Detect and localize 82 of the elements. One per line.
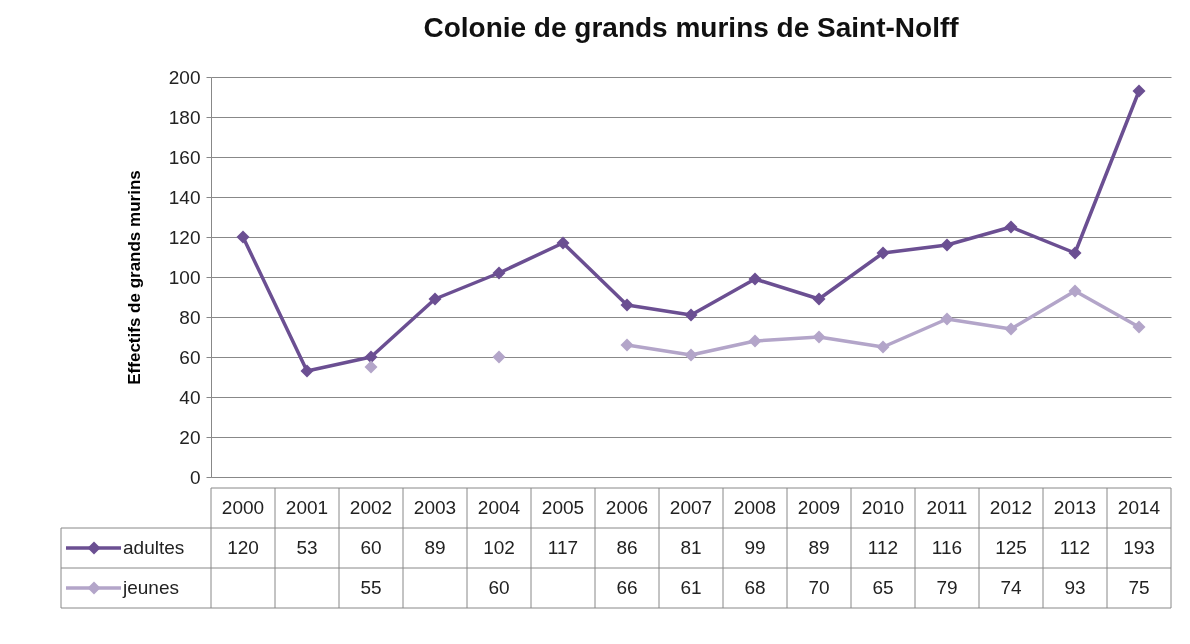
- data-label: 65: [872, 577, 894, 598]
- x-tick-label: 2013: [1053, 497, 1097, 518]
- y-tick-label: 80: [179, 306, 201, 328]
- x-tick-label: 2005: [541, 497, 585, 518]
- data-label: 68: [744, 577, 766, 598]
- point: [812, 292, 826, 306]
- data-label: 93: [1064, 577, 1086, 598]
- point: [1132, 84, 1146, 98]
- x-tick-label: 2012: [989, 497, 1033, 518]
- data-label: 99: [744, 537, 766, 558]
- point: [1132, 320, 1146, 334]
- x-tick-label: 2007: [669, 497, 713, 518]
- x-tick-label: 2010: [861, 497, 905, 518]
- y-tick-label: 120: [168, 226, 201, 248]
- point: [428, 292, 442, 306]
- point: [492, 350, 506, 364]
- x-tick-label: 2002: [349, 497, 393, 518]
- point: [940, 238, 954, 252]
- y-tick-label: 160: [168, 146, 201, 168]
- data-label: 89: [424, 537, 446, 558]
- point: [1068, 284, 1082, 298]
- point: [364, 360, 378, 374]
- point: [1004, 322, 1018, 336]
- x-tick-label: 2006: [605, 497, 649, 518]
- y-tick-label: 100: [168, 266, 201, 288]
- data-label: 89: [808, 537, 830, 558]
- point: [1004, 220, 1018, 234]
- data-label: 74: [1000, 577, 1022, 598]
- point: [300, 364, 314, 378]
- data-label: 112: [867, 537, 899, 558]
- chart-title: Colonie de grands murins de Saint-Nolff: [423, 12, 960, 43]
- y-axis-title: Effectifs de grands murins: [124, 170, 144, 385]
- point: [1068, 246, 1082, 260]
- point: [748, 272, 762, 286]
- x-tick-label: 2009: [797, 497, 841, 518]
- point: [684, 308, 698, 322]
- data-label: 75: [1128, 577, 1150, 598]
- point: [940, 312, 954, 326]
- data-label: 55: [360, 577, 382, 598]
- point: [876, 340, 890, 354]
- x-tick-label: 2014: [1117, 497, 1161, 518]
- y-tick-label: 200: [168, 66, 201, 88]
- y-tick-label: 20: [179, 426, 201, 448]
- x-tick-label: 2003: [413, 497, 457, 518]
- x-tick-label: 2004: [477, 497, 521, 518]
- x-tick-label: 2001: [285, 497, 329, 518]
- data-label: 60: [488, 577, 510, 598]
- point: [556, 236, 570, 250]
- data-label: 116: [931, 537, 963, 558]
- y-tick-label: 0: [189, 466, 201, 488]
- x-tick-label: 2008: [733, 497, 777, 518]
- point: [748, 334, 762, 348]
- point: [684, 348, 698, 362]
- data-label: 53: [296, 537, 318, 558]
- data-label: 120: [227, 537, 259, 558]
- point: [876, 246, 890, 260]
- data-label: 66: [616, 577, 638, 598]
- point: [620, 338, 634, 352]
- data-label: 86: [616, 537, 638, 558]
- point: [236, 230, 250, 244]
- point: [364, 350, 378, 364]
- x-tick-label: 2011: [926, 497, 968, 518]
- data-label: 60: [360, 537, 382, 558]
- legend-label: adultes: [123, 537, 185, 558]
- x-tick-label: 2000: [221, 497, 265, 518]
- y-tick-label: 60: [179, 346, 201, 368]
- legend-label: jeunes: [122, 577, 179, 598]
- y-tick-label: 40: [179, 386, 201, 408]
- data-label: 193: [1123, 537, 1155, 558]
- data-label: 117: [547, 537, 579, 558]
- data-label: 79: [936, 577, 958, 598]
- y-tick-label: 180: [168, 106, 201, 128]
- y-tick-label: 140: [168, 186, 201, 208]
- data-label: 112: [1059, 537, 1091, 558]
- point: [620, 298, 634, 312]
- data-label: 125: [995, 537, 1027, 558]
- data-label: 102: [483, 537, 515, 558]
- point: [812, 330, 826, 344]
- data-label: 81: [680, 537, 702, 558]
- point: [492, 266, 506, 280]
- data-label: 70: [808, 577, 830, 598]
- data-label: 61: [680, 577, 702, 598]
